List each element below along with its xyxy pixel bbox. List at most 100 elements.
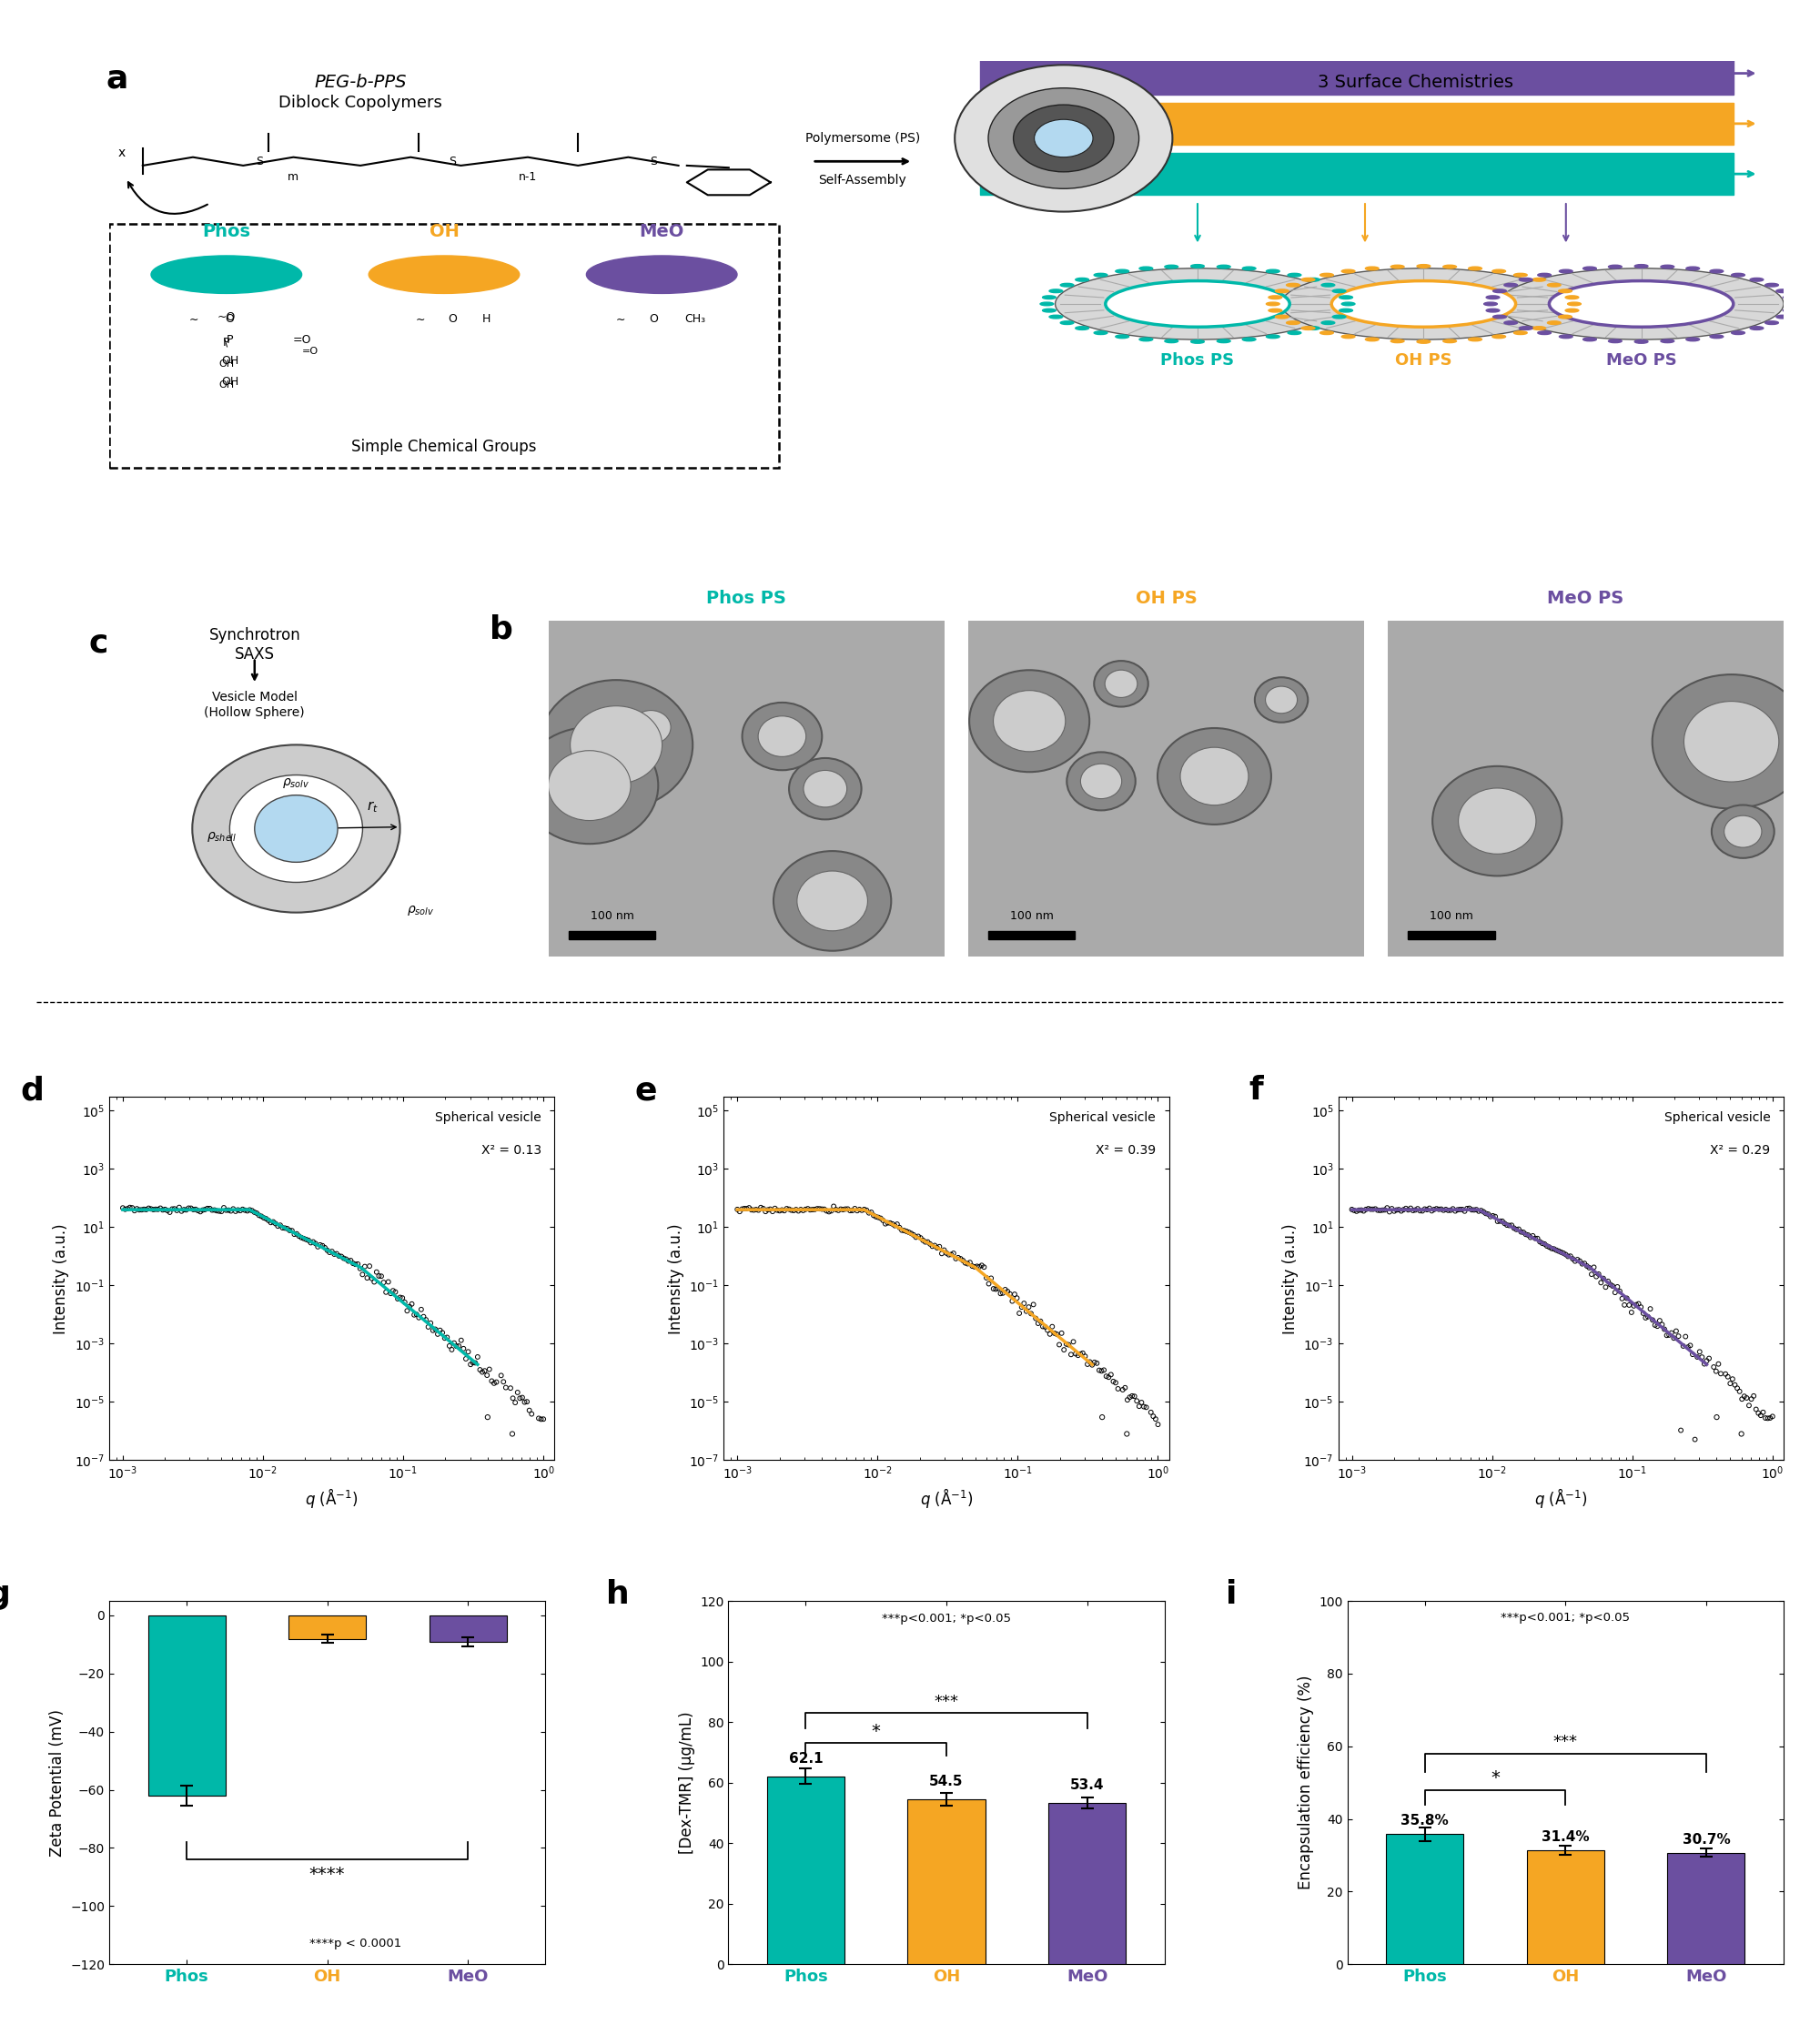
Text: 62.1: 62.1 [788, 1752, 823, 1766]
Circle shape [1289, 273, 1301, 277]
Point [200, 1195, 229, 1227]
Circle shape [1165, 265, 1178, 269]
Circle shape [1731, 332, 1745, 334]
Circle shape [1218, 265, 1230, 269]
Point [1558, 1243, 1587, 1276]
Text: Phos PS: Phos PS [706, 589, 786, 607]
Point [1720, 1369, 1749, 1401]
Point [1077, 1349, 1107, 1381]
Point [794, 1193, 823, 1225]
Bar [908, 1800, 985, 1964]
Point [1063, 1339, 1092, 1371]
Point [462, 1341, 491, 1373]
Point [899, 1219, 928, 1251]
Text: OH PS: OH PS [1396, 352, 1452, 369]
Point [1070, 1341, 1099, 1373]
Text: Phos PS: Phos PS [1161, 352, 1234, 369]
Point [914, 1225, 943, 1258]
Y-axis label: Intensity (a.u.): Intensity (a.u.) [668, 1223, 684, 1334]
Point [1567, 1247, 1596, 1280]
Text: h: h [606, 1580, 630, 1610]
Circle shape [1751, 277, 1764, 281]
Point [826, 1193, 855, 1225]
Point [446, 1324, 475, 1357]
Circle shape [1560, 269, 1572, 273]
Text: ****: **** [309, 1865, 346, 1883]
Point [1108, 1373, 1138, 1405]
Point [355, 1249, 384, 1282]
Point [218, 1193, 248, 1225]
Point [1067, 1339, 1096, 1371]
Point [491, 1371, 521, 1403]
Point [748, 1193, 777, 1225]
Point [970, 1251, 999, 1284]
Circle shape [1094, 332, 1107, 334]
Point [1702, 1355, 1731, 1387]
Point [810, 1193, 839, 1225]
Ellipse shape [1014, 105, 1114, 172]
Text: =O: =O [293, 334, 311, 346]
Point [366, 1260, 395, 1292]
Point [1667, 1413, 1696, 1446]
Point [155, 1197, 184, 1229]
Circle shape [1784, 308, 1796, 312]
Point [1503, 1213, 1532, 1245]
Point [1663, 1320, 1693, 1353]
Point [289, 1223, 318, 1256]
Point [1438, 1193, 1467, 1225]
Circle shape [1583, 338, 1596, 340]
Text: 100 nm: 100 nm [1429, 909, 1472, 921]
Point [1085, 1355, 1114, 1387]
Point [1645, 1304, 1674, 1337]
Point [864, 1201, 894, 1233]
Point [770, 1195, 799, 1227]
Point [1403, 1193, 1432, 1225]
Bar [988, 932, 1076, 940]
Circle shape [1458, 788, 1536, 855]
Text: MeO: MeO [639, 223, 684, 241]
Point [268, 1211, 297, 1243]
Point [1596, 1268, 1625, 1300]
Point [1711, 1359, 1740, 1391]
Point [251, 1203, 280, 1235]
Circle shape [193, 745, 400, 913]
Point [735, 1191, 764, 1223]
Point [348, 1258, 377, 1290]
Point [406, 1294, 435, 1326]
Point [1744, 1397, 1773, 1430]
Point [499, 1381, 528, 1413]
Circle shape [1061, 322, 1074, 324]
Point [966, 1249, 996, 1282]
Point [1724, 1373, 1753, 1405]
Circle shape [1116, 334, 1128, 338]
Point [1556, 1239, 1585, 1272]
Y-axis label: Encapsulation efficiency (%): Encapsulation efficiency (%) [1298, 1675, 1314, 1889]
Point [333, 1245, 362, 1278]
Point [191, 1193, 220, 1225]
Point [1414, 1193, 1443, 1225]
Circle shape [1776, 290, 1789, 294]
Point [422, 1318, 451, 1351]
Point [901, 1221, 930, 1253]
Circle shape [1565, 308, 1578, 312]
Point [158, 1193, 187, 1225]
Point [983, 1272, 1012, 1304]
Point [1034, 1314, 1063, 1347]
Point [741, 1193, 770, 1225]
Circle shape [1565, 296, 1578, 300]
Point [763, 1195, 792, 1227]
Point [311, 1231, 340, 1264]
Point [426, 1314, 455, 1347]
Circle shape [1340, 308, 1352, 312]
Point [1591, 1272, 1620, 1304]
Y-axis label: Zeta Potential (mV): Zeta Potential (mV) [49, 1709, 66, 1857]
Point [280, 1219, 309, 1251]
Bar [147, 1616, 226, 1796]
Point [127, 1193, 157, 1225]
Point [1476, 1201, 1505, 1233]
Point [861, 1201, 890, 1233]
Point [393, 1294, 422, 1326]
Point [1431, 1193, 1460, 1225]
Point [723, 1193, 752, 1225]
Point [999, 1278, 1028, 1310]
